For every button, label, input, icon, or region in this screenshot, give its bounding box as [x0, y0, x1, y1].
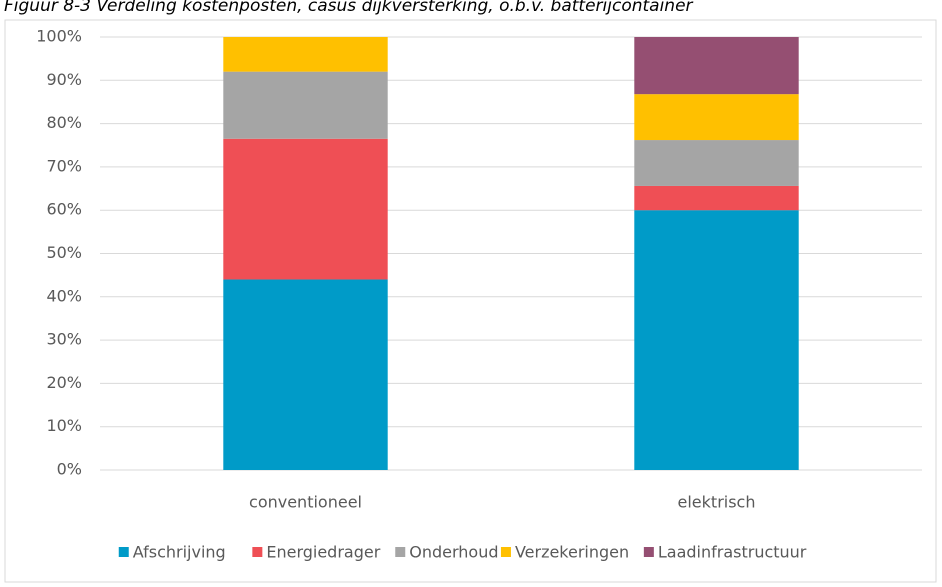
y-tick-label: 90%: [46, 70, 82, 89]
bar-segment: [223, 138, 388, 280]
legend-label: Laadinfrastructuur: [658, 543, 807, 562]
bar-segment: [634, 94, 799, 141]
y-tick-label: 60%: [46, 200, 82, 219]
bar-segment: [223, 71, 388, 139]
legend-swatch: [395, 547, 406, 557]
y-tick-label: 40%: [46, 286, 82, 305]
y-tick-label: 0%: [57, 460, 82, 479]
bar-segment: [634, 140, 799, 186]
legend-swatch: [643, 547, 654, 557]
y-tick-label: 80%: [46, 113, 82, 132]
y-tick-label: 100%: [36, 27, 82, 46]
bar-segment: [634, 185, 799, 211]
legend-label: Onderhoud: [409, 543, 498, 562]
legend-swatch: [118, 547, 129, 557]
y-tick-label: 70%: [46, 156, 82, 175]
legend-swatch: [500, 547, 511, 557]
x-tick-label: elektrisch: [678, 493, 756, 512]
legend-swatch: [252, 547, 263, 557]
legend-label: Afschrijving: [133, 543, 226, 562]
chart-title: Figuur 8-3 Verdeling kostenposten, casus…: [4, 0, 694, 16]
legend-label: Energiedrager: [266, 543, 380, 562]
y-tick-label: 30%: [46, 330, 82, 349]
bar-segment: [634, 37, 799, 95]
bar-segment: [223, 279, 388, 470]
y-tick-label: 20%: [46, 373, 82, 392]
x-tick-label: conventioneel: [249, 493, 362, 512]
y-tick-label: 50%: [46, 243, 82, 262]
bar-segment: [223, 37, 388, 72]
legend-label: Verzekeringen: [515, 543, 629, 562]
bar-segment: [634, 210, 799, 470]
y-tick-label: 10%: [46, 416, 82, 435]
